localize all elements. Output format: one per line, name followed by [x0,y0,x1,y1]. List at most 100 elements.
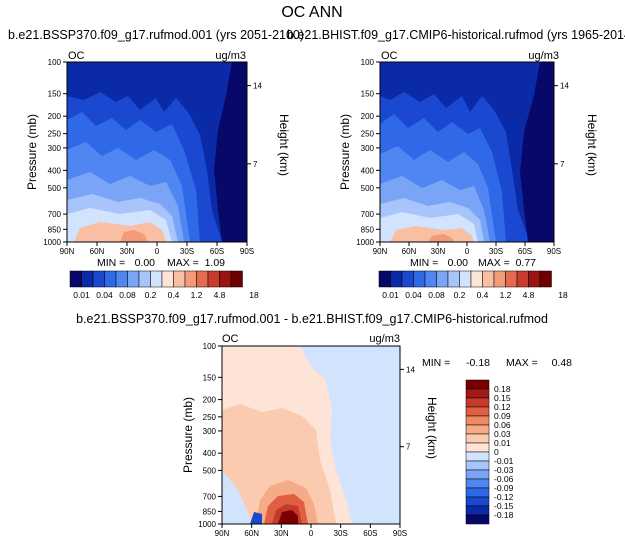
right-colorbar-label: 4.8 [523,290,535,300]
diff-max-label: MAX = [506,357,538,369]
left-xtick-label: 90N [60,247,75,256]
left-colorbar-swatch [196,270,209,288]
left-xtick-label: 90S [240,247,254,256]
right-xtick-label: 60N [402,247,417,256]
left-colorbar-swatch [184,270,197,288]
left-ytick-label: 500 [48,184,62,193]
right-colorbar-label: 0.08 [428,290,445,300]
diff-colorbar-swatch [465,460,490,471]
diff-colorbar-swatch [465,442,490,453]
right-colorbar-label: 1.2 [500,290,512,300]
right-colorbar-swatch [539,270,552,288]
diff-colorbar-swatch [465,478,490,489]
right-field-band-2 [380,62,554,242]
right-colorbar-swatch [528,270,541,288]
diff-colorbar-swatch [465,451,490,462]
left-colorbar-swatch [161,270,174,288]
diff-xtick-label: 30S [334,529,348,538]
diff-colorbar-label: -0.01 [494,456,514,466]
left-colorbar-swatch [115,270,128,288]
right-colorbar-swatch [413,270,426,288]
left-colorbar-swatch [127,270,140,288]
diff-colorbar-label: 0.18 [494,384,511,394]
right-max-value: 0.77 [516,257,537,269]
right-xtick-label: 30S [489,247,503,256]
diff-field-band-8 [278,510,298,524]
right-colorbar: 0.01 0.04 0.08 0.2 0.4 1.2 4.8 18 [378,270,568,300]
diff-colorbar-label: 0.12 [494,402,511,412]
right-colorbar-swatch [401,270,414,288]
left-field-band-2 [67,62,247,242]
diff-ytick-label: 300 [203,427,217,436]
diff-var-label: OC [222,333,239,345]
left-plot-area [67,62,247,242]
left-min-value: 0.00 [135,257,156,269]
diff-colorbar-label: -0.03 [494,465,514,475]
diff-colorbar-label: -0.18 [494,510,514,520]
left-field-band-10 [120,230,148,242]
diff-colorbar-swatch [465,379,490,390]
diff-max-value: 0.48 [552,357,573,369]
diff-colorbar-label: -0.06 [494,474,514,484]
right-colorbar-label: 0.04 [405,290,422,300]
diff-xtick-label: 60N [244,529,259,538]
diff-colorbar-swatch [465,415,490,426]
left-field-band-3 [214,62,247,242]
left-y2label: Height (km) [277,114,291,176]
left-y2tick-label: 14 [253,82,262,91]
diff-colorbar: 0.180.150.120.090.060.030.010-0.01-0.03-… [465,379,514,525]
left-panel: b.e21.BSSP370.f09_g17.rufmod.001 (yrs 20… [8,28,304,300]
diff-colorbar-swatch [465,487,490,498]
left-ylabel: Pressure (mb) [25,114,39,190]
diff-plot-area [222,346,400,524]
left-max-label: MAX = [167,257,199,269]
diff-colorbar-swatch [465,388,490,399]
left-ytick-label: 700 [48,210,62,219]
left-colorbar-label: 0.2 [145,290,157,300]
right-ytick-label: 400 [361,166,375,175]
right-ytick-label: 200 [361,112,375,121]
diff-ytick-label: 250 [203,413,217,422]
diff-panel-title: b.e21.BSSP370.f09_g17.rufmod.001 - b.e21… [76,312,548,326]
left-colorbar-swatch [69,270,82,288]
left-ytick-label: 150 [48,90,62,99]
left-ytick-label: 250 [48,130,62,139]
diff-colorbar-label: 0.09 [494,411,511,421]
diff-colorbar-label: -0.12 [494,492,514,502]
left-colorbar-swatch [230,270,243,288]
right-colorbar-swatch [482,270,495,288]
right-field-band-3 [520,62,554,242]
right-panel-title: b.e21.BHIST.f09_g17.CMIP6-historical.ruf… [287,28,625,42]
right-colorbar-swatch [493,270,506,288]
left-colorbar-swatch [138,270,151,288]
right-units-label: ug/m3 [528,50,559,62]
left-xtick-label: 60S [210,247,224,256]
left-var-label: OC [68,50,85,62]
diff-ytick-label: 1000 [198,520,216,529]
left-colorbar-label: 0.01 [73,290,90,300]
left-colorbar-label: 4.8 [214,290,226,300]
right-ytick-label: 700 [361,210,375,219]
right-min-value: 0.00 [448,257,469,269]
right-max-label: MAX = [478,257,510,269]
left-colorbar-swatch [173,270,186,288]
diff-ytick-label: 100 [203,342,217,351]
left-ytick-label: 400 [48,166,62,175]
right-colorbar-label: 0.4 [477,290,489,300]
diff-xtick-label: 90N [215,529,230,538]
left-ytick-label: 1000 [43,238,61,247]
right-field-band-9 [390,226,474,242]
left-colorbar-swatch [81,270,94,288]
diff-y2tick-label: 7 [406,443,411,452]
right-colorbar-swatch [378,270,391,288]
left-colorbar-label: 0.4 [168,290,180,300]
left-colorbar-swatch [219,270,232,288]
left-colorbar-swatch [207,270,220,288]
diff-xtick-label: 60S [363,529,377,538]
right-ytick-label: 300 [361,144,375,153]
right-colorbar-label: 18 [558,290,568,300]
left-ytick-label: 300 [48,144,62,153]
left-ytick-label: 100 [48,58,62,67]
left-panel-title: b.e21.BSSP370.f09_g17.rufmod.001 (yrs 20… [8,28,304,42]
diff-colorbar-swatch [465,424,490,435]
